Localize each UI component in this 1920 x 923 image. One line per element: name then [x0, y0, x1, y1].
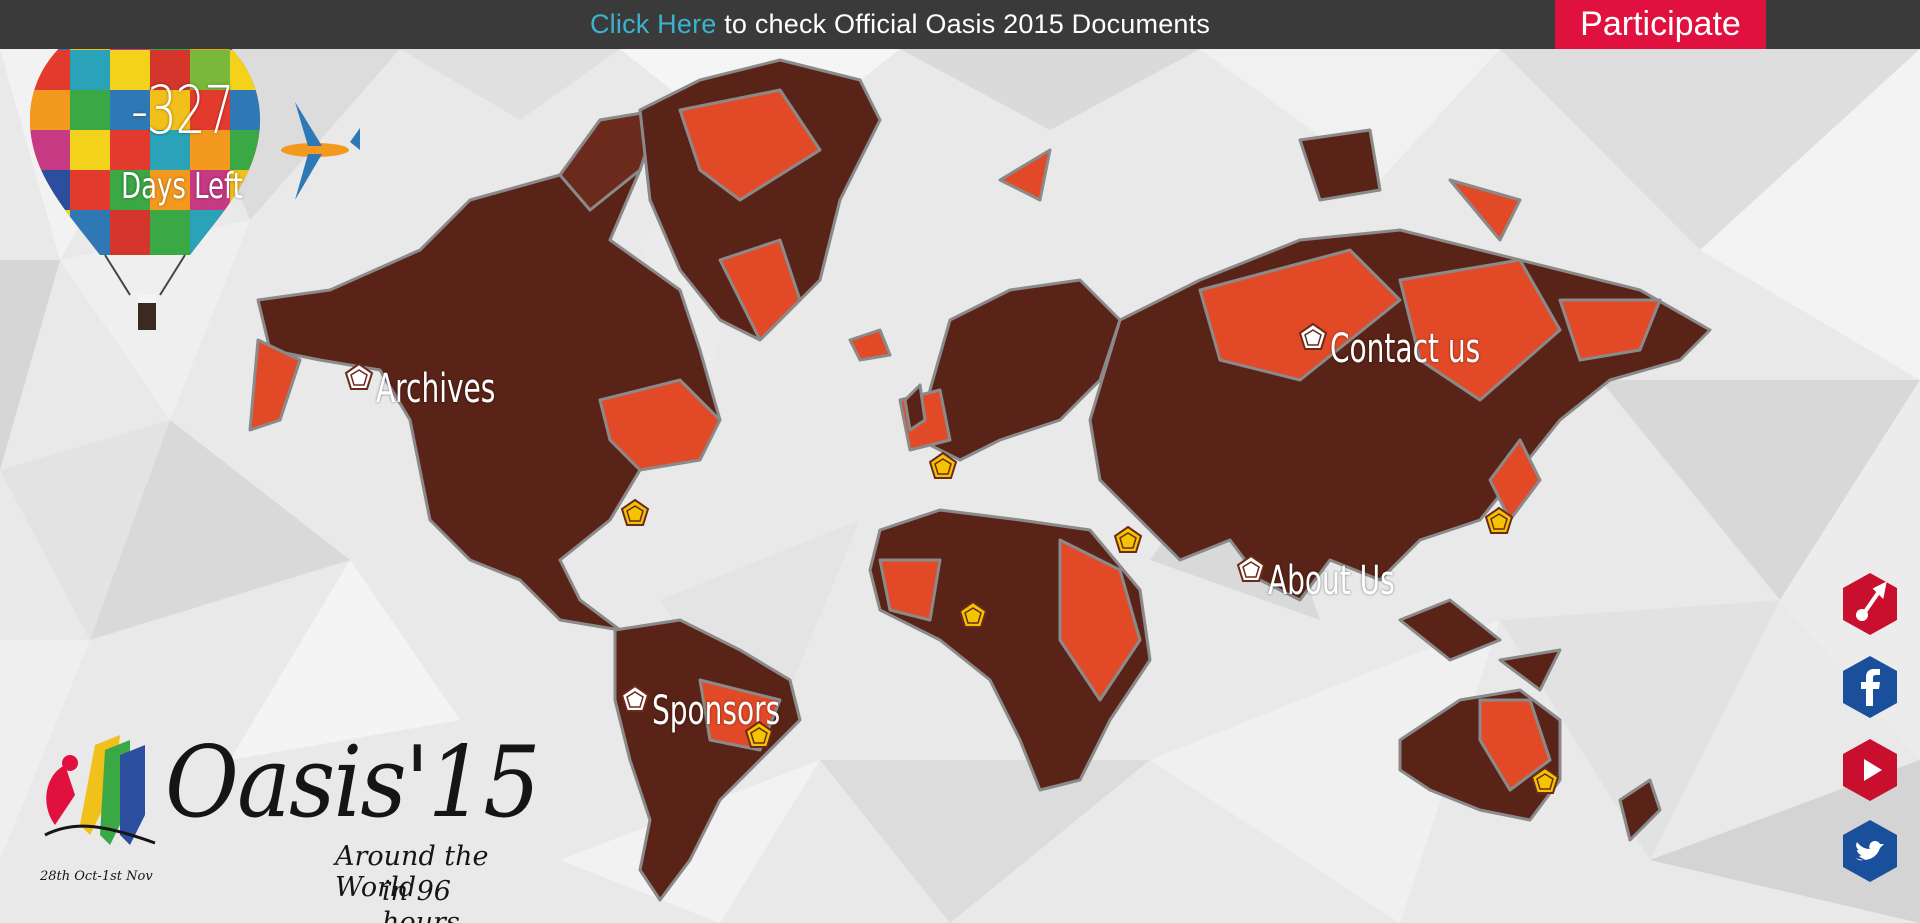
city-marker-icon[interactable]: [928, 451, 958, 481]
nav-sponsors[interactable]: Sponsors: [620, 664, 835, 734]
logo-dates: 28th Oct-1st Nov: [40, 869, 153, 884]
pentagon-marker-icon: [1236, 554, 1266, 582]
youtube-icon[interactable]: [1840, 737, 1900, 803]
pentagon-marker-icon: [620, 684, 650, 712]
city-marker-icon[interactable]: [1484, 506, 1514, 536]
guitar-icon[interactable]: [1840, 571, 1900, 637]
airplane-icon: [281, 102, 360, 200]
city-marker-icon[interactable]: [1530, 766, 1560, 796]
announcement-text: Click Here to check Official Oasis 2015 …: [590, 9, 1210, 40]
city-marker-icon[interactable]: [744, 720, 774, 750]
logo-title: Oasis'15: [165, 726, 541, 840]
nav-about[interactable]: About Us: [1236, 534, 1449, 604]
city-marker-icon[interactable]: [958, 600, 988, 630]
pentagon-marker-icon: [1298, 322, 1328, 350]
twitter-icon[interactable]: [1840, 818, 1900, 884]
logo-tagline-1: Around the World: [335, 841, 489, 903]
nav-archives[interactable]: Archives: [344, 342, 547, 412]
nav-about-label: About Us: [1268, 558, 1395, 604]
world-map: [248, 58, 1712, 902]
nav-contact[interactable]: Contact us: [1298, 302, 1545, 372]
facebook-icon[interactable]: [1840, 654, 1900, 720]
participate-button[interactable]: Participate: [1555, 0, 1766, 49]
announcement-message: to check Official Oasis 2015 Documents: [716, 9, 1211, 39]
south-america-landmass: [613, 618, 802, 902]
nav-archives-label: Archives: [376, 366, 496, 412]
oasis-logo: Oasis'15 Around the World in 96 hours 28…: [30, 720, 541, 923]
pentagon-marker-icon: [344, 362, 374, 390]
countdown-value: -327: [130, 72, 235, 149]
logo-tagline-2: in 96 hours: [382, 876, 460, 923]
city-marker-icon[interactable]: [1113, 525, 1143, 555]
top-announcement-bar: Click Here to check Official Oasis 2015 …: [0, 0, 1920, 49]
countdown-label: Days Left: [121, 166, 243, 207]
dancers-logo-icon: [44, 735, 156, 845]
city-marker-icon[interactable]: [620, 498, 650, 528]
nav-contact-label: Contact us: [1330, 326, 1481, 372]
countdown-balloon: -327 Days Left: [30, 10, 360, 330]
documents-link[interactable]: Click Here: [589, 9, 717, 39]
